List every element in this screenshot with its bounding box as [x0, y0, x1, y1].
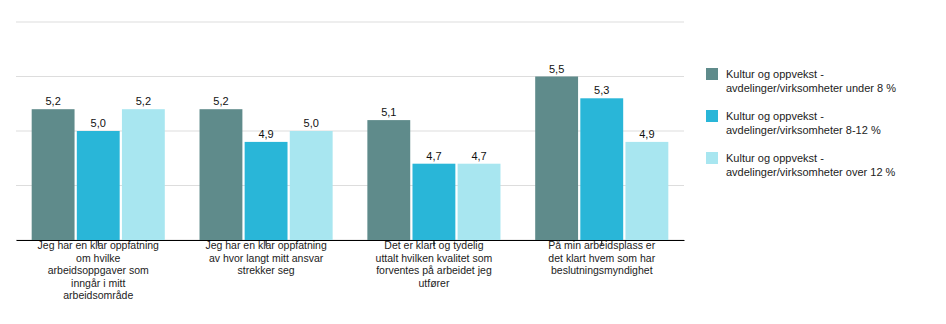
legend-label: Kultur og oppvekst - avdelinger/virksomhe… — [726, 110, 881, 136]
legend-swatch — [706, 152, 718, 164]
x-tick-label: Det er klart og tydeliguttalt hvilken kv… — [376, 239, 493, 289]
x-tick-label-line: Det er klart og tydelig — [384, 239, 483, 251]
data-label: 5,2 — [45, 95, 60, 107]
x-tick: Jeg har en klar oppfatningav hvor langt … — [205, 239, 327, 276]
chart: 5,2 5,2 5,1 5,5 5,0 4,9 4,7 5,3 5,2 5,0 4,7 4,9 Jeg … — [0, 0, 946, 324]
x-tick-label-line: om hvilke — [76, 252, 121, 264]
bar — [32, 109, 75, 240]
x-tick-label-line: beslutningsmyndighet — [551, 264, 653, 276]
plot: 5,2 5,2 5,1 5,5 5,0 4,9 4,7 5,3 5,2 5,0 4,7 4,9 Jeg … — [16, 22, 685, 301]
data-label: 5,2 — [213, 95, 228, 107]
data-label: 5,2 — [136, 95, 151, 107]
legend-label: Kultur og oppvekst - avdelinger/virksomhe… — [726, 68, 896, 94]
x-tick: Det er klart og tydeliguttalt hvilken kv… — [376, 239, 493, 289]
data-label: 5,3 — [594, 84, 609, 96]
data-label: 5,0 — [91, 117, 106, 129]
x-tick: Jeg har en klar oppfatningom hvilkearbei… — [38, 239, 160, 301]
bars — [32, 77, 669, 241]
x-tick: På min arbeidsplass erdet klart hvem som… — [548, 239, 655, 276]
legend-label-line: avdelinger/virksomheter 8-12 % — [726, 124, 881, 136]
x-tick-label: På min arbeidsplass erdet klart hvem som… — [548, 239, 655, 276]
legend-swatch — [706, 68, 718, 80]
legend-label-line: avdelinger/virksomheter over 12 % — [726, 166, 896, 178]
x-tick-label-line: inngår i mitt — [71, 277, 125, 289]
bar — [625, 142, 668, 240]
x-tick-label-line: arbeidsområde — [63, 289, 133, 301]
legend-label-line: Kultur og oppvekst - — [726, 110, 824, 122]
x-tick-label-line: Jeg har en klar oppfatning — [205, 239, 327, 251]
x-tick-label-line: strekker seg — [237, 264, 294, 276]
bar — [535, 77, 578, 241]
data-label: 5,0 — [304, 117, 319, 129]
x-tick-label: Jeg har en klar oppfatningav hvor langt … — [205, 239, 327, 276]
grid-line — [16, 22, 684, 23]
grid-line — [16, 76, 684, 77]
legend: Kultur og oppvekst - avdelinger/virksomhe… — [706, 68, 896, 178]
x-tick-label-line: det klart hvem som har — [548, 252, 655, 264]
data-label: 4,7 — [471, 150, 486, 162]
data-label: 5,5 — [549, 63, 564, 75]
legend-label-line: Kultur og oppvekst - — [726, 68, 824, 80]
legend-entry: Kultur og oppvekst - avdelinger/virksomhe… — [706, 110, 881, 136]
grid — [16, 22, 684, 240]
legend-entry: Kultur og oppvekst - avdelinger/virksomhe… — [706, 152, 896, 178]
x-tick-label: Jeg har en klar oppfatningom hvilkearbei… — [38, 239, 160, 301]
legend-label-line: Kultur og oppvekst - — [726, 152, 824, 164]
data-label: 4,7 — [426, 150, 441, 162]
x-axis: Jeg har en klar oppfatningom hvilkearbei… — [17, 239, 685, 301]
bar — [412, 164, 455, 240]
bar — [200, 109, 243, 240]
bar — [290, 131, 333, 240]
x-tick-label-line: av hvor langt mitt ansvar — [209, 252, 324, 264]
bar — [458, 164, 501, 240]
bar — [245, 142, 288, 240]
bar — [580, 98, 623, 240]
bar — [122, 109, 165, 240]
legend-swatch — [706, 110, 718, 122]
data-label: 4,9 — [639, 128, 654, 140]
bar — [367, 120, 410, 240]
data-label: 4,9 — [258, 128, 273, 140]
x-tick-label-line: På min arbeidsplass er — [548, 239, 655, 251]
legend-label: Kultur og oppvekst - avdelinger/virksomhe… — [726, 152, 896, 178]
x-tick-label-line: forventes på arbeidet jeg — [376, 264, 492, 276]
x-tick-label-line: uttalt hvilken kvalitet som — [376, 252, 493, 264]
legend-label-line: avdelinger/virksomheter under 8 % — [726, 82, 896, 94]
legend-entry: Kultur og oppvekst - avdelinger/virksomhe… — [706, 68, 896, 94]
x-tick-label-line: arbeidsoppgaver som — [48, 264, 149, 276]
bar — [77, 131, 120, 240]
x-tick-label-line: utfører — [418, 277, 449, 289]
data-label: 5,1 — [381, 106, 396, 118]
x-tick-label-line: Jeg har en klar oppfatning — [38, 239, 160, 251]
data-labels: 5,2 5,2 5,1 5,5 5,0 4,9 4,7 5,3 5,2 5,0 4,7 4,9 — [45, 63, 654, 162]
